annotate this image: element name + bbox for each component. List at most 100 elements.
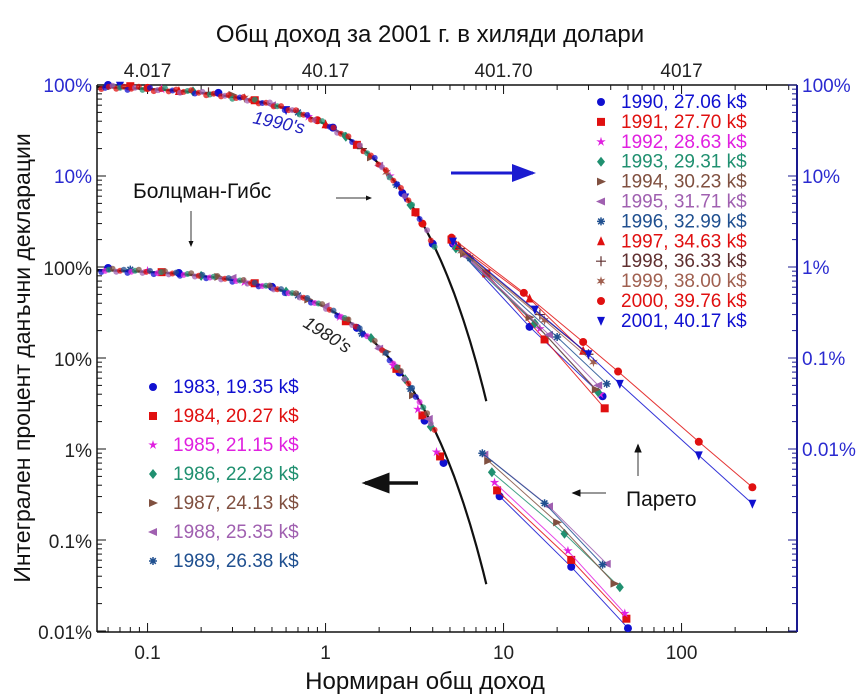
- legend-item-1995: 1995, 31.71 k$: [596, 192, 747, 213]
- legend-item-1988: 1988, 25.35 k$: [148, 522, 299, 543]
- tail-point-1984: [493, 486, 502, 495]
- legend-marker-1987: [149, 499, 158, 507]
- tail-point-1983: [567, 562, 576, 571]
- legend-marker-1993: [597, 156, 605, 167]
- pareto-line-1986: [491, 471, 621, 588]
- series-1993: [188, 86, 603, 398]
- pareto-line-1999: [461, 250, 594, 363]
- tail-point-1987: [610, 579, 620, 588]
- tail-point-2001: [694, 451, 703, 461]
- tail-point-1995: [543, 330, 553, 339]
- legend-marker-1996: [597, 217, 605, 226]
- band-point: [251, 96, 258, 103]
- tail-point-1988: [543, 502, 553, 511]
- band-point: [319, 301, 326, 308]
- legend-marker-1986: [149, 469, 157, 479]
- legend-item-1992: 1992, 28.63 k$: [596, 132, 747, 153]
- left-y-tick-label-upper: 100%: [43, 76, 92, 97]
- legend-marker-1983: [149, 383, 157, 391]
- band-point: [356, 325, 363, 332]
- band-point: [356, 142, 363, 149]
- x-tick-label: 0.1: [134, 643, 160, 664]
- left-y-tick-label-lower: 10%: [54, 350, 92, 371]
- pareto-line-1984: [496, 490, 627, 620]
- tail-point-1985: [620, 608, 630, 618]
- left-y-tick-label-lower: 0.01%: [38, 623, 92, 644]
- legend-marker-1985: [148, 440, 158, 450]
- legend-item-1985: 1985, 21.15 k$: [148, 435, 299, 456]
- chart-title: Общ доход за 2001 г. в хиляди долари: [216, 21, 644, 48]
- band-point: [416, 399, 423, 405]
- left-y-tick-label-lower: 0.1%: [49, 532, 92, 553]
- tail-point-1987: [553, 518, 563, 527]
- band-point: [412, 210, 419, 217]
- body-band-1990s: [98, 82, 438, 250]
- band-point: [382, 167, 389, 174]
- x-tick-label: 100: [666, 643, 698, 664]
- band-point: [390, 360, 397, 367]
- tail-point-1986: [487, 467, 496, 478]
- legend-marker-2001: [597, 316, 605, 326]
- axes: 0.1 1 10 100 4.017 40.17 401.70 4017 100% 10% 100%…: [38, 61, 856, 664]
- body-point-1984: [341, 317, 350, 326]
- tail-point-1989: [598, 560, 607, 569]
- tail-point-1984: [622, 614, 631, 623]
- tail-point-1989: [478, 449, 487, 458]
- band-point: [424, 410, 431, 417]
- legend-item-1998: 1998, 36.33 k$: [596, 251, 747, 272]
- band-point: [405, 380, 412, 387]
- tail-point-1986: [560, 528, 569, 539]
- band-point: [394, 364, 401, 371]
- band-point: [371, 337, 378, 344]
- band-point: [416, 216, 423, 222]
- legend-label-1991: 1991, 27.70 k$: [621, 112, 747, 133]
- legend-marker-1998: [596, 256, 606, 267]
- band-point: [293, 290, 299, 297]
- band-point: [345, 133, 352, 140]
- band-point: [390, 177, 397, 184]
- band-point: [420, 221, 427, 228]
- band-point: [405, 197, 412, 204]
- data-series: [98, 81, 757, 633]
- top-x-tick-label: 4017: [660, 61, 702, 82]
- legend-label-1988: 1988, 25.35 k$: [173, 522, 299, 543]
- band-point: [225, 275, 232, 282]
- legend-item-1986: 1986, 22.28 k$: [149, 464, 299, 485]
- top-x-tick-label: 4.017: [124, 61, 172, 82]
- body-point-1984: [418, 411, 427, 420]
- right-y-tick-label: 0.01%: [802, 440, 856, 461]
- legend-label-1984: 1984, 20.27 k$: [173, 406, 299, 427]
- tail-point-1999: [589, 357, 598, 368]
- tail-point-1986: [615, 582, 624, 593]
- band-point: [225, 92, 232, 99]
- right-y-tick-label: 100%: [802, 76, 851, 97]
- legend-label-1994: 1994, 30.23 k$: [621, 172, 747, 193]
- series-1994: [228, 90, 601, 394]
- body-point-1984: [436, 452, 445, 461]
- tail-point-1989: [540, 499, 549, 508]
- body-point-1985: [413, 404, 423, 414]
- band-point: [431, 426, 438, 433]
- tail-point-2001: [530, 305, 539, 315]
- band-point: [394, 181, 401, 188]
- legend-marker-1989: [149, 557, 157, 565]
- top-x-tick-label: 40.17: [302, 61, 350, 82]
- legend-item-1989: 1989, 26.38 k$: [149, 551, 299, 572]
- legend-marker-1988: [148, 528, 157, 536]
- annotation-boltzmann-gibbs: Болцман-Гибс: [133, 180, 271, 203]
- legend-label-1989: 1989, 26.38 k$: [173, 551, 299, 572]
- legend-label-1986: 1986, 22.28 k$: [173, 464, 299, 485]
- legend-label-1992: 1992, 28.63 k$: [621, 132, 747, 153]
- tail-point-2001: [584, 350, 593, 360]
- band-point: [304, 295, 311, 301]
- pareto-line-2000: [451, 237, 753, 488]
- body-point-1985: [431, 447, 442, 457]
- left-y-tick-label-lower: 100%: [43, 259, 92, 280]
- body-point-1983: [439, 458, 448, 467]
- band-point: [382, 350, 389, 357]
- pareto-line-1985: [494, 482, 626, 614]
- legend-1990s: 1990, 27.06 k$1991, 27.70 k$1992, 28.63 …: [596, 92, 747, 332]
- band-point: [401, 376, 408, 383]
- x-axis-label: Нормиран общ доход: [305, 668, 545, 695]
- legend-item-2001: 2001, 40.17 k$: [597, 311, 747, 332]
